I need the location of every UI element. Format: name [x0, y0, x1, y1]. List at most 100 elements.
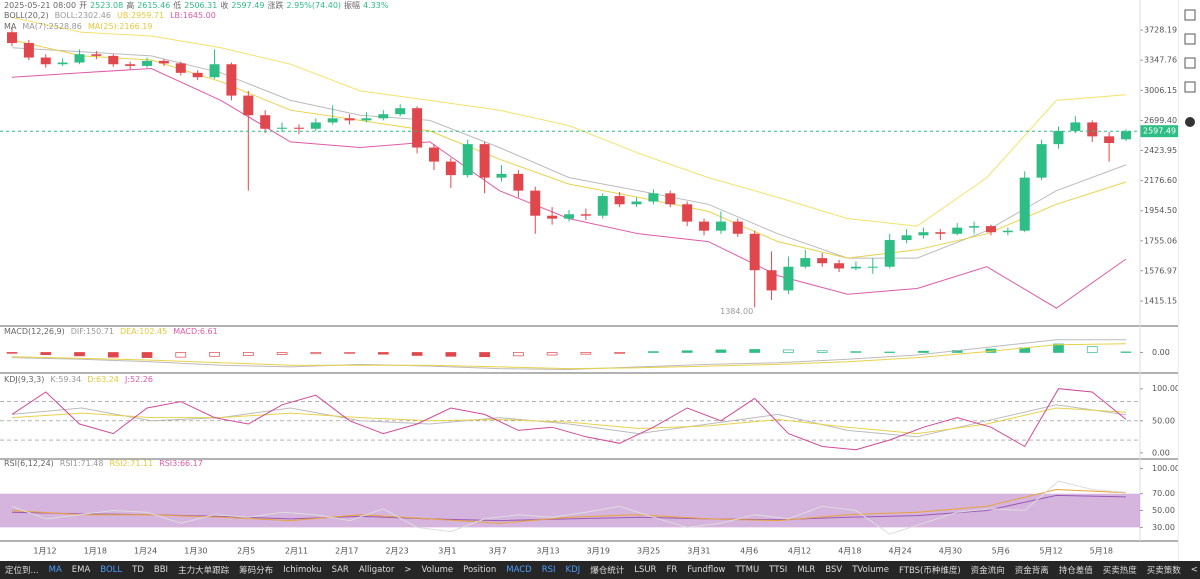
label[interactable]: 资金背离 — [1014, 566, 1049, 576]
icon[interactable] — [1184, 57, 1196, 69]
x-tick-label: 3月19 — [587, 547, 610, 556]
candle-body — [547, 215, 558, 219]
candle-body — [1104, 136, 1115, 144]
label[interactable]: MLR — [797, 565, 816, 575]
candle-body — [7, 32, 17, 44]
label: 收 — [220, 1, 229, 10]
label: 涨跌 — [267, 1, 284, 10]
candle-body — [580, 214, 591, 216]
macd-bar — [276, 352, 288, 355]
icon[interactable] — [1185, 117, 1195, 127]
label[interactable]: Position — [463, 565, 497, 575]
label[interactable]: FTBS(币种维度) — [899, 566, 961, 576]
label[interactable]: Alligator — [358, 565, 395, 575]
label[interactable]: RSI — [541, 565, 556, 575]
y-tick-label: 1576.97 — [1144, 266, 1177, 275]
candle-body — [327, 118, 338, 123]
label[interactable]: BOLL — [100, 565, 123, 575]
icon[interactable] — [1184, 33, 1196, 45]
x-tick-label: 1月12 — [33, 547, 56, 556]
macd-bar — [884, 351, 896, 353]
macd-bar — [1086, 346, 1098, 353]
label[interactable]: Volume — [421, 565, 454, 575]
label[interactable]: KDJ — [565, 565, 581, 575]
label[interactable]: EMA — [71, 565, 91, 575]
rsi-band — [0, 493, 1140, 528]
label[interactable]: KDJ(9,3,3) — [4, 375, 45, 384]
x-tick-label: 5月18 — [1090, 547, 1113, 556]
label[interactable]: Ichimoku — [283, 565, 322, 575]
x-tick-label: 3月25 — [637, 547, 660, 556]
label[interactable]: TD — [132, 565, 144, 575]
label: 高 — [126, 1, 135, 10]
macd-bar — [411, 352, 423, 356]
candle-body — [1019, 177, 1030, 231]
x-tick-label: 3月13 — [536, 547, 559, 556]
label[interactable]: 爆仓统计 — [590, 566, 625, 576]
label[interactable]: 资金流向 — [970, 566, 1005, 576]
label[interactable]: MACD — [506, 565, 532, 575]
label: BOLL:2302.46 — [54, 11, 111, 20]
candle-body — [209, 64, 220, 78]
icon[interactable] — [1184, 81, 1196, 93]
candle-body — [175, 63, 186, 73]
candle-body — [749, 233, 760, 271]
label[interactable]: MA — [48, 565, 62, 575]
macd-bar — [715, 349, 727, 353]
macd-bar — [580, 352, 592, 355]
label: LB:1645.00 — [170, 11, 216, 20]
label: K:59.34 — [50, 375, 82, 384]
chart: 3728.19 3347.76 3006.15 2699.40 2423.95 2176.… — [0, 0, 1178, 556]
label[interactable]: BOLL(20,2) — [4, 11, 49, 20]
label[interactable]: > — [404, 565, 412, 575]
label[interactable]: BBI — [153, 565, 169, 575]
label[interactable]: TTMU — [735, 565, 760, 575]
label[interactable]: Fundflow — [687, 565, 726, 575]
candle-body — [800, 258, 811, 267]
y-tick-label: 0.00 — [1152, 448, 1170, 457]
macd-bar — [209, 352, 220, 357]
candle-body — [108, 55, 119, 65]
candle-body — [732, 221, 743, 234]
x-tick-label: 4月6 — [740, 547, 758, 556]
label[interactable]: TTSI — [769, 565, 788, 575]
candle-body — [344, 118, 355, 121]
label[interactable]: BSV — [825, 565, 843, 575]
label[interactable]: 持仓差值 — [1058, 566, 1093, 576]
rsi2-line — [11, 488, 1127, 524]
indicator-legend: KDJ(9,3,3) K:59.34 D:63.24 J:52.26 — [4, 375, 159, 384]
candle-body — [699, 221, 710, 231]
icon[interactable] — [1184, 9, 1196, 21]
macd-bar — [6, 352, 18, 354]
candle-body — [125, 64, 136, 66]
macd-bar — [850, 351, 862, 353]
label: 4.33% — [363, 1, 389, 10]
label[interactable]: 买卖热度 — [1102, 566, 1137, 576]
label: 2025-05-21 08:00 — [4, 1, 77, 10]
x-tick-label: 4月18 — [838, 547, 861, 556]
k-line — [11, 404, 1127, 438]
label[interactable]: LSUR — [634, 565, 657, 575]
label[interactable]: < — [1190, 565, 1198, 575]
macd-bar — [648, 351, 659, 353]
candle-body — [766, 270, 777, 291]
indicator-legend: MA MA(7):2528.86 MA(25):2166.19 — [4, 22, 158, 31]
label[interactable]: 定位到... — [5, 566, 39, 576]
candle-body — [412, 108, 423, 148]
candle-body — [192, 72, 203, 78]
label: MACD:6.61 — [173, 327, 218, 336]
label[interactable]: MACD(12,26,9) — [4, 327, 65, 336]
label[interactable]: 买卖策数 — [1146, 566, 1181, 576]
candle-body — [918, 232, 929, 236]
candle-body — [969, 226, 980, 228]
label[interactable]: RSI(6,12,24) — [4, 459, 54, 468]
candle-body — [1002, 230, 1013, 233]
candle-body — [91, 54, 102, 56]
label[interactable]: 筹码分布 — [239, 566, 274, 576]
label[interactable]: MA — [4, 22, 17, 31]
label[interactable]: FR — [666, 565, 678, 575]
label[interactable]: 主力大单跟踪 — [178, 566, 230, 576]
label[interactable]: TVolume — [852, 565, 890, 575]
macd-bar — [445, 352, 457, 357]
label[interactable]: SAR — [331, 565, 349, 575]
